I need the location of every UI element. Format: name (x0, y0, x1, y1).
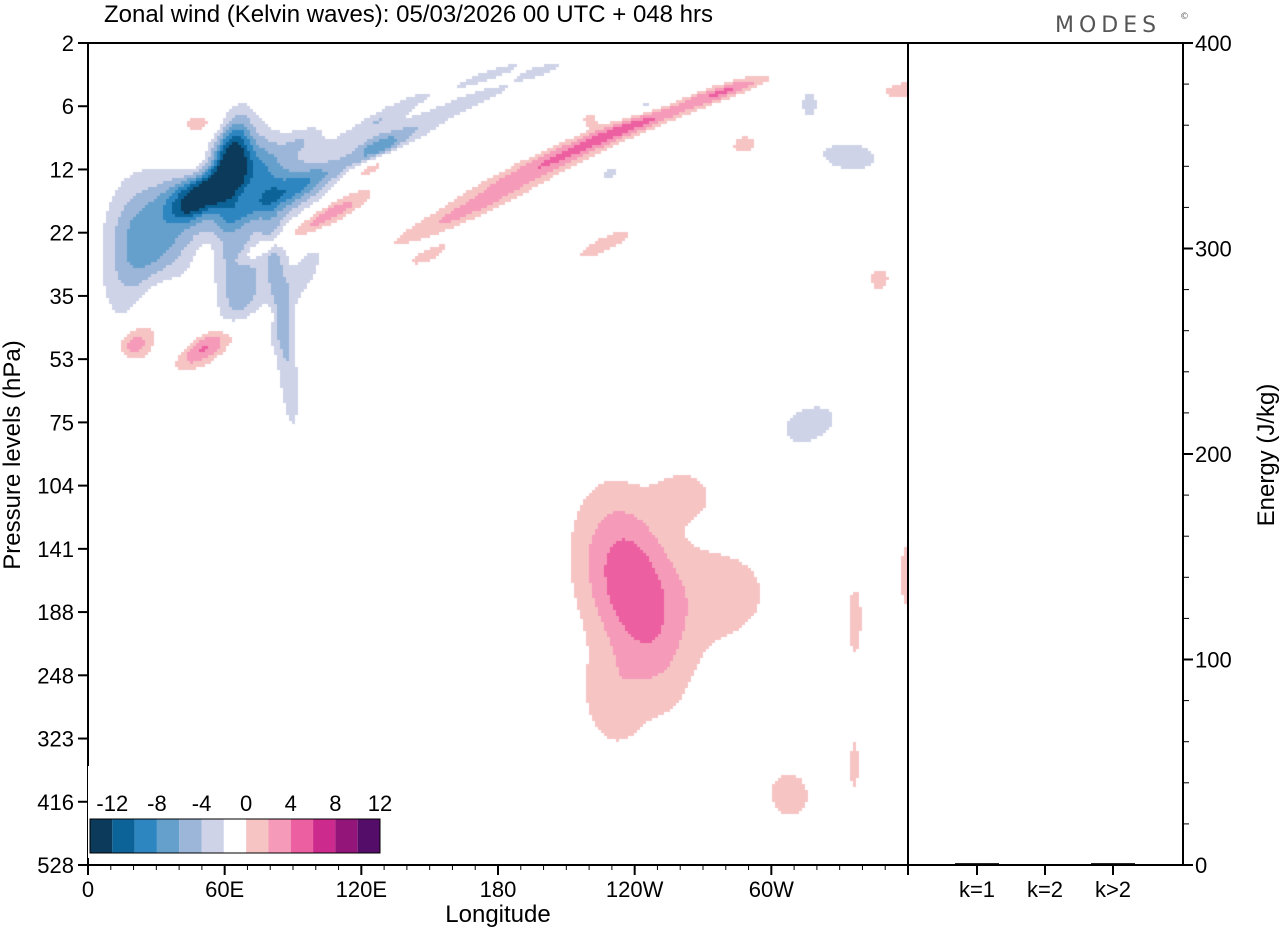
pressure-tick-label: 53 (50, 347, 74, 372)
colorbar-label: 0 (240, 791, 252, 816)
colorbar-swatch (156, 819, 180, 853)
colorbar-swatch (201, 819, 224, 853)
colorbar-legend: -12 -8 -4 0 4 8 12 (88, 766, 392, 858)
energy-tick-label: 200 (1195, 442, 1232, 467)
energy-tick-label: 300 (1195, 237, 1232, 262)
colorbar-label: 4 (285, 791, 297, 816)
energy-category-label: k=2 (1027, 877, 1063, 902)
colorbar-swatch (268, 819, 291, 853)
colorbar-label: -12 (96, 791, 128, 816)
energy-category-label: k=1 (959, 877, 995, 902)
colorbar-swatch (246, 819, 269, 853)
pressure-tick-label: 75 (50, 410, 74, 435)
pressure-tick-label: 528 (37, 853, 74, 878)
longitude-axis: 0 60E 120E 180 120W 60W (82, 865, 909, 902)
colorbar-frame (89, 818, 381, 854)
pressure-tick-label: 2 (62, 31, 74, 56)
pressure-tick-label: 6 (62, 94, 74, 119)
x-axis-label: Longitude (445, 901, 550, 928)
colorbar-label: 8 (329, 791, 341, 816)
energy-bar-panel: k=1 k=2 k>2 (955, 863, 1135, 902)
longitude-tick-label: 60E (205, 877, 244, 902)
colorbar-swatch (357, 819, 380, 853)
energy-tick-label: 400 (1195, 31, 1232, 56)
colorbar-label: -4 (192, 791, 212, 816)
colorbar-label: -8 (147, 791, 167, 816)
colorbar-swatch (313, 819, 336, 853)
colorbar-swatch (290, 819, 314, 853)
longitude-tick-label: 0 (82, 877, 94, 902)
pressure-tick-label: 35 (50, 284, 74, 309)
longitude-tick-label: 120E (336, 877, 387, 902)
pressure-tick-label: 188 (37, 600, 74, 625)
colorbar-swatch (134, 819, 157, 853)
energy-category-label: k>2 (1095, 877, 1131, 902)
colorbar-swatch (112, 819, 135, 853)
longitude-tick-label: 60W (749, 877, 794, 902)
pressure-tick-label: 141 (37, 537, 74, 562)
pressure-tick-label: 22 (50, 221, 74, 246)
pressure-tick-label: 104 (37, 474, 74, 499)
longitude-tick-label: 120W (606, 877, 664, 902)
colorbar-swatch (90, 819, 113, 853)
colorbar-label: 12 (368, 791, 392, 816)
pressure-tick-label: 323 (37, 727, 74, 752)
pressure-axis: 2 6 12 22 35 53 75 104 141 188 248 323 416 528 (37, 31, 88, 878)
colorbar-swatch (179, 819, 202, 853)
energy-tick-label: 100 (1195, 648, 1232, 673)
energy-axis-label: Energy (J/kg) (1253, 384, 1280, 527)
brand-registered-mark: © (1180, 12, 1194, 22)
y-axis-label: Pressure levels (hPa) (0, 340, 26, 569)
pressure-tick-label: 416 (37, 790, 74, 815)
energy-axis: 0 100 200 300 400 (1183, 31, 1232, 878)
zonal-wind-contours (88, 43, 908, 865)
zonal-wind-field (88, 43, 908, 865)
longitude-tick-label: 180 (480, 877, 517, 902)
colorbar-swatch (335, 819, 358, 853)
pressure-tick-label: 248 (37, 663, 74, 688)
brand-logo: MODES (1055, 13, 1161, 38)
energy-panel-frame (907, 42, 1184, 866)
pressure-tick-label: 12 (50, 157, 74, 182)
colorbar-swatch (223, 819, 247, 853)
energy-tick-label: 0 (1195, 853, 1207, 878)
chart-title: Zonal wind (Kelvin waves): 05/03/2026 00… (104, 1, 713, 28)
